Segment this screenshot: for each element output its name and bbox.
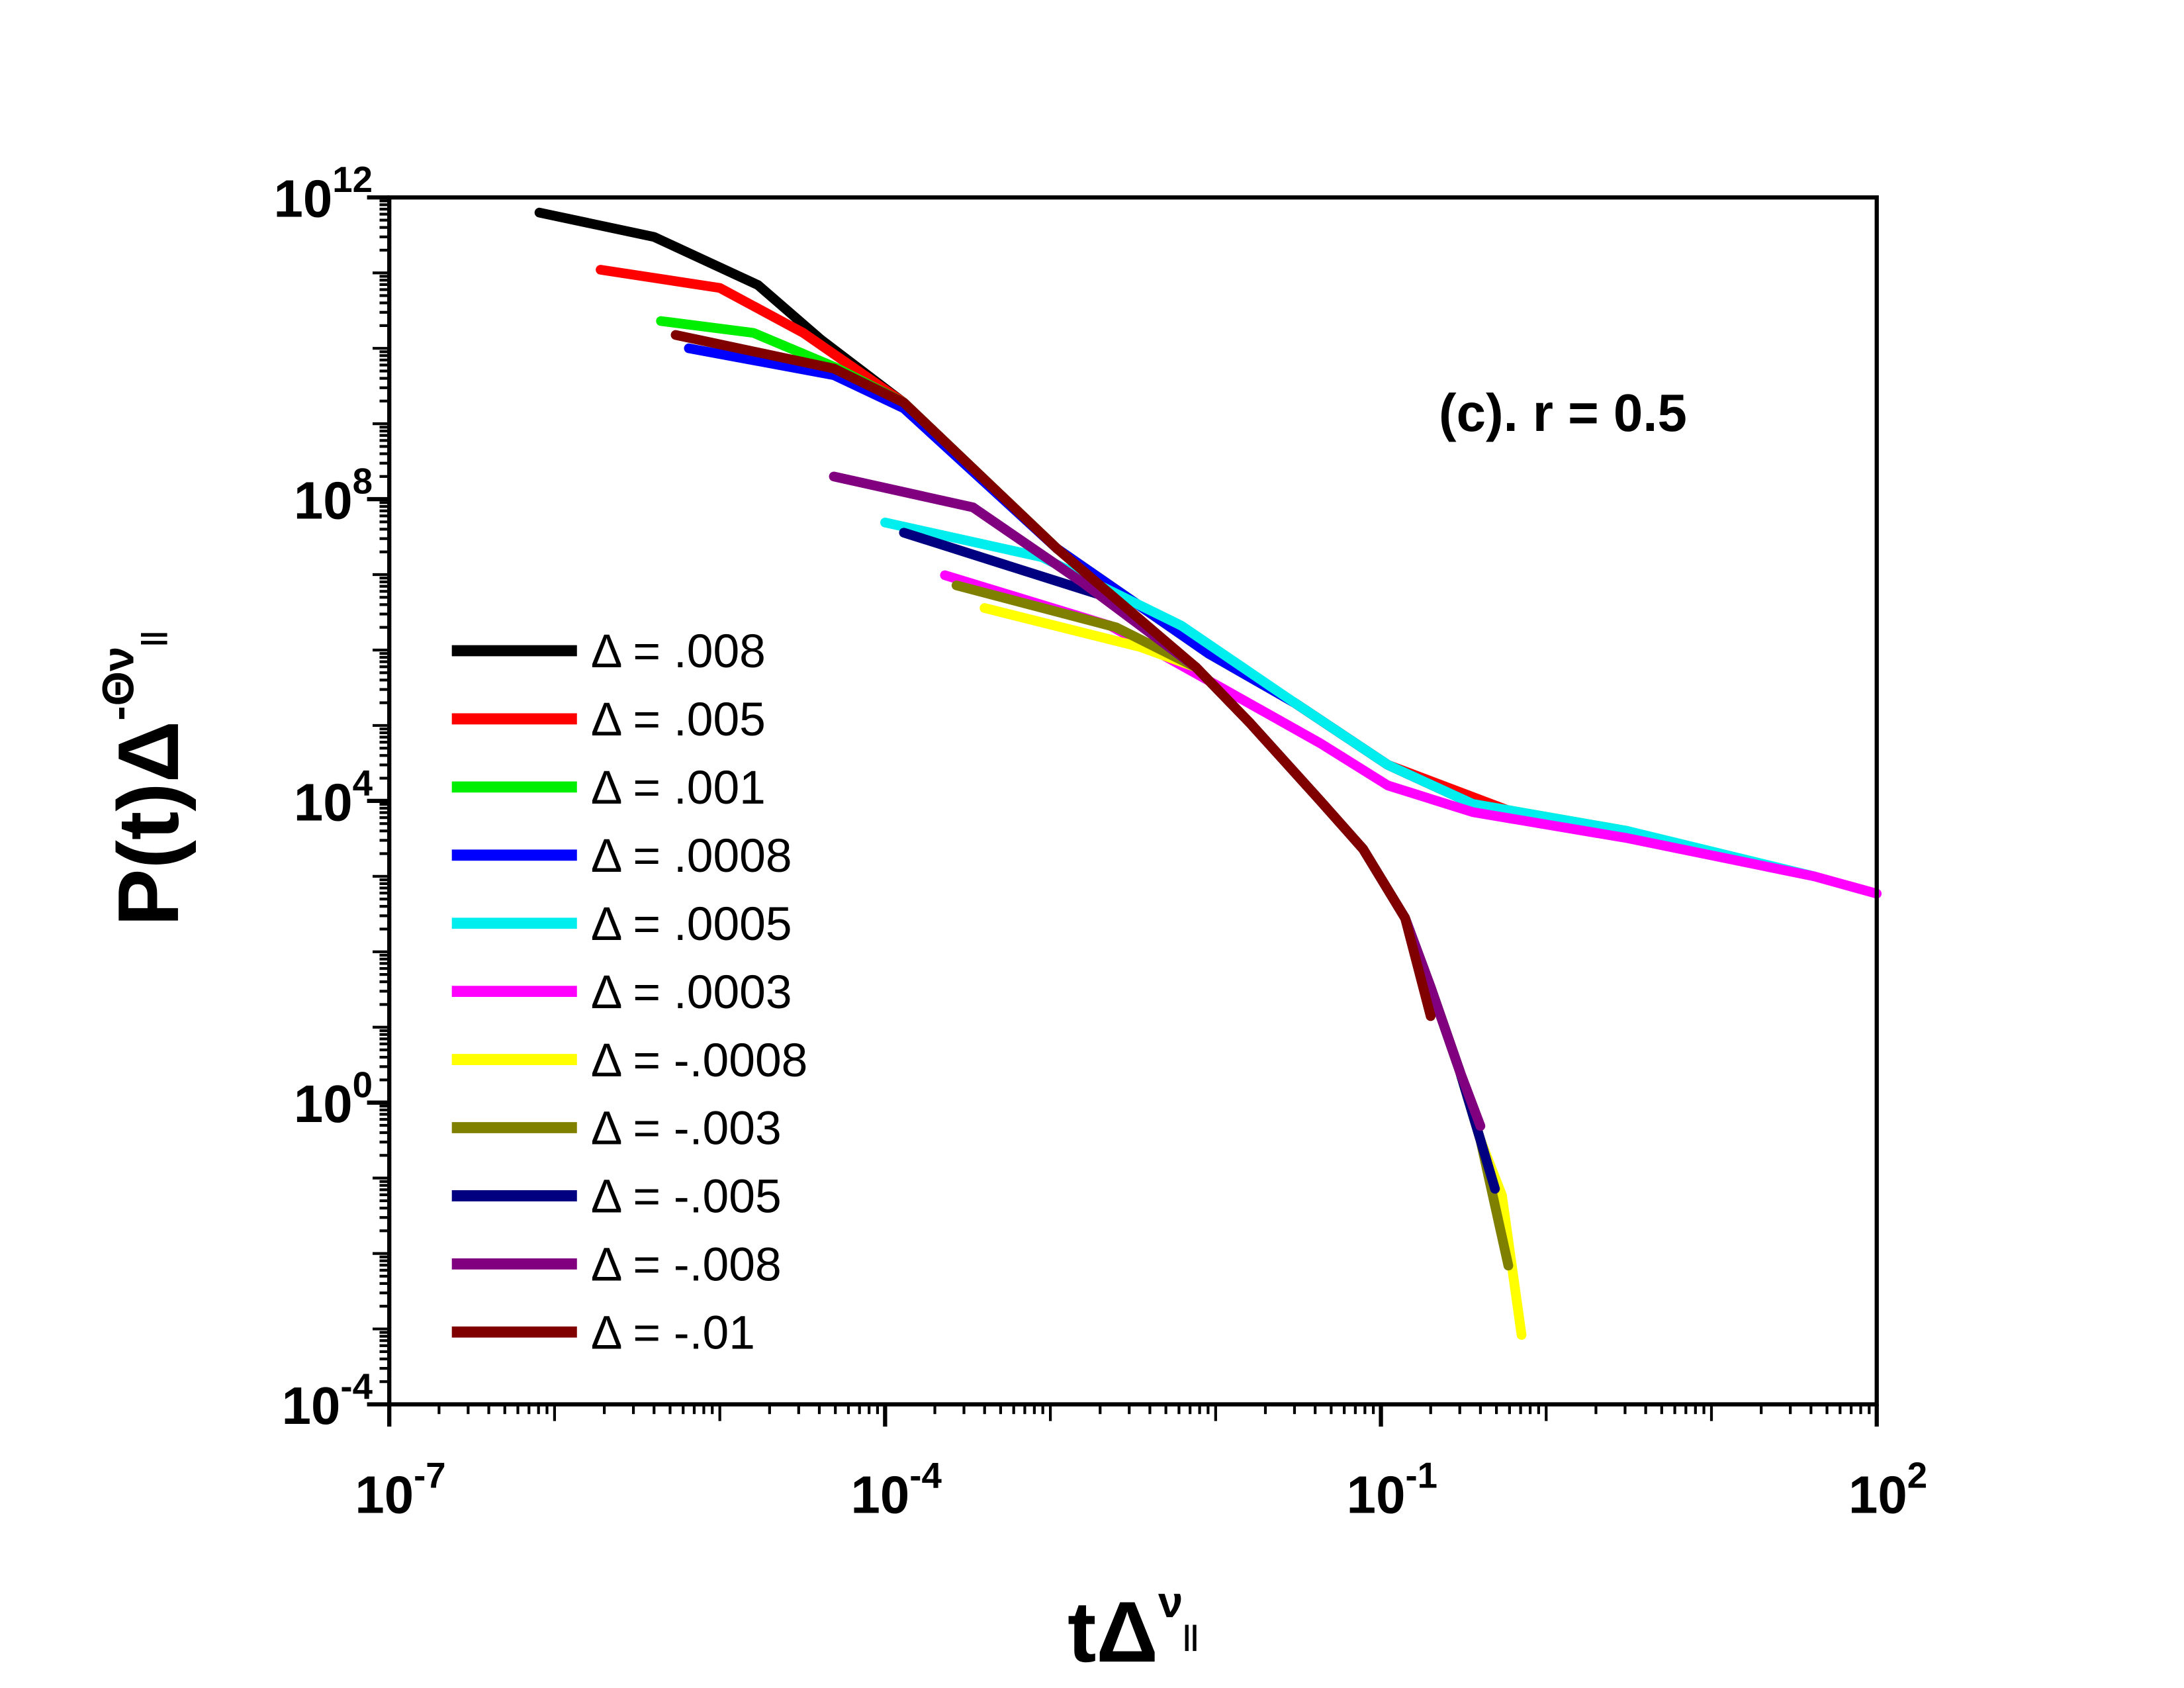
annotation: (c). r = 0.5 [1439, 383, 1687, 442]
tick-base: 10 [294, 1074, 353, 1133]
title-main: P(t)Δ [100, 721, 197, 927]
x-tick-label: 10-7 [355, 1456, 445, 1524]
tick-exponent: 12 [332, 160, 373, 200]
y-tick-label: 10-4 [282, 1366, 373, 1435]
legend-label: Δ = .0008 [591, 829, 792, 882]
tick-base: 10 [851, 1465, 910, 1524]
legend-label: Δ = -.003 [591, 1102, 782, 1155]
y-tick-label: 104 [294, 763, 373, 831]
tick-exponent: -7 [414, 1456, 446, 1496]
tick-exponent: -4 [909, 1456, 942, 1496]
x-tick-label: 102 [1848, 1456, 1927, 1524]
plot-frame [387, 195, 1879, 1407]
tick-exponent: 0 [353, 1064, 373, 1105]
legend-label: Δ = .008 [591, 625, 766, 678]
tick-base: 10 [282, 1376, 341, 1435]
tick-base: 10 [273, 169, 332, 228]
legend-label: Δ = -.008 [591, 1239, 782, 1291]
title-sup: -Θν [94, 647, 144, 721]
tick-base: 10 [1848, 1465, 1907, 1524]
series-line [670, 330, 1436, 1021]
tick-exponent: 8 [353, 461, 373, 502]
legend-label: Δ = .005 [591, 693, 766, 746]
tick-base: 10 [355, 1465, 414, 1524]
legend-label: Δ = -.0008 [591, 1034, 808, 1087]
tick-base: 10 [294, 773, 353, 831]
legend-label: Δ = .001 [591, 761, 766, 814]
title-sub: || [1183, 1620, 1199, 1652]
title-main: tΔ [1068, 1583, 1158, 1680]
legend-label: Δ = -.005 [591, 1170, 782, 1223]
y-tick-label: 108 [294, 461, 373, 530]
tick-exponent: -1 [1405, 1456, 1437, 1496]
tick-exponent: 2 [1907, 1456, 1927, 1496]
y-tick-label: 100 [294, 1064, 373, 1133]
legend-label: Δ = -.01 [591, 1306, 755, 1359]
x-tick-label: 10-4 [851, 1456, 942, 1524]
tick-exponent: 4 [353, 763, 373, 803]
tick-base: 10 [294, 471, 353, 530]
tick-exponent: -4 [340, 1366, 373, 1407]
x-axis-title: tΔν|| [1068, 1577, 1199, 1680]
x-tick-label: 10-1 [1347, 1456, 1437, 1524]
title-sup: ν [1158, 1577, 1183, 1627]
title-sub: || [136, 631, 168, 647]
y-tick-label: 1012 [273, 160, 373, 228]
legend-label: Δ = .0003 [591, 966, 792, 1019]
legend-label: Δ = .0005 [591, 898, 792, 951]
y-axis-title: P(t)Δ-Θν|| [94, 631, 197, 926]
tick-base: 10 [1347, 1465, 1406, 1524]
